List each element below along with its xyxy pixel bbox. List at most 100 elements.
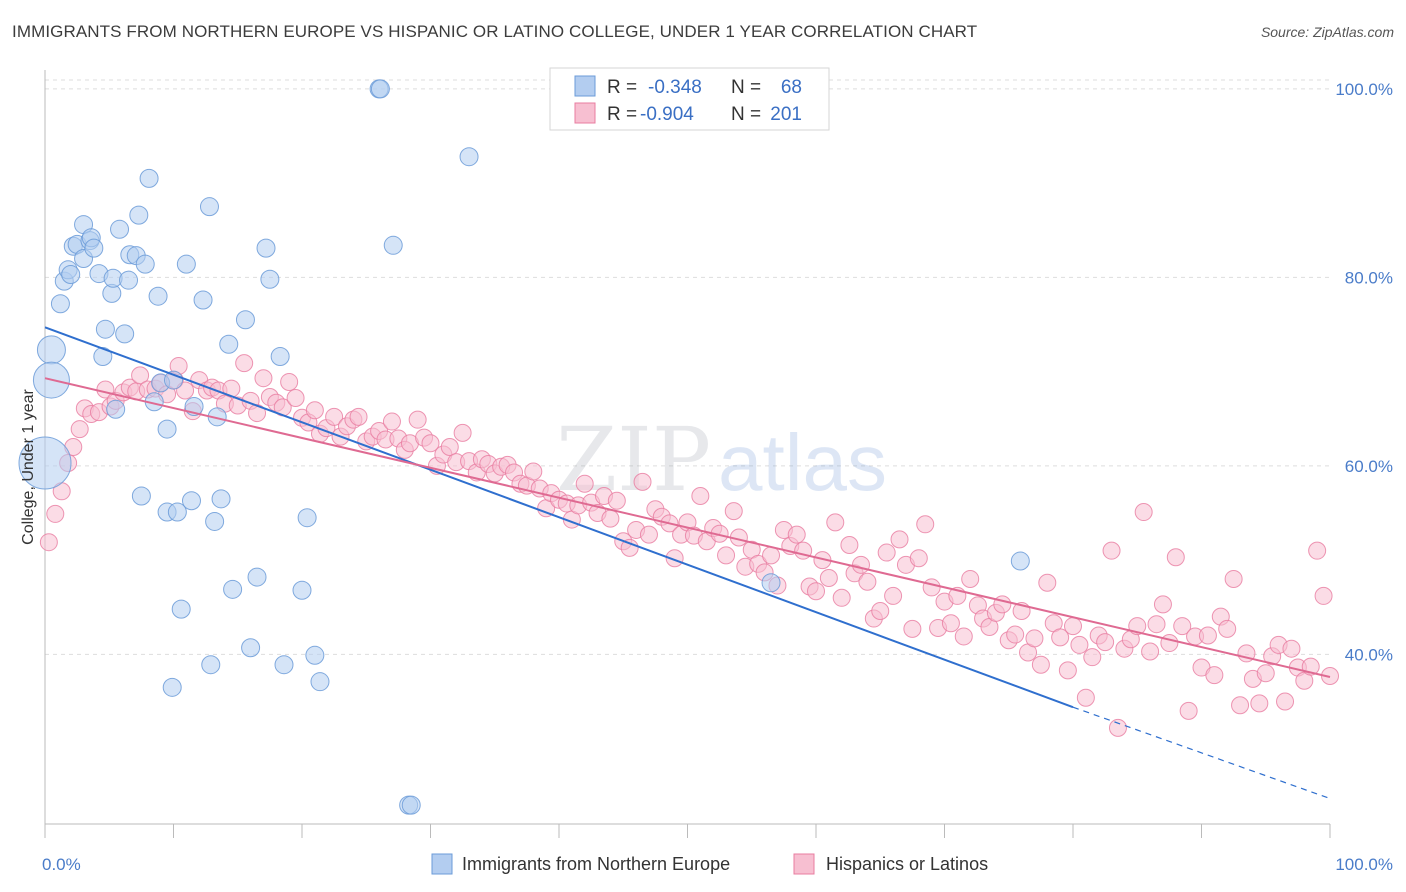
northern-europe-point: [260, 269, 280, 289]
hispanic-point: [1083, 648, 1102, 667]
watermark-atlas: atlas: [718, 418, 887, 507]
northern-europe-point: [219, 334, 239, 354]
northern-europe-point: [95, 319, 115, 339]
y-tick-label: 40.0%: [1345, 645, 1393, 664]
hispanic-point: [176, 381, 195, 400]
northern-europe-point: [119, 270, 139, 290]
northern-europe-point: [235, 310, 255, 330]
bottom-legend-label-2: Hispanics or Latinos: [826, 854, 988, 874]
northern-europe-point: [162, 677, 182, 697]
northern-europe-point: [176, 254, 196, 274]
hispanic-point: [620, 538, 639, 557]
hispanic-point: [691, 487, 710, 506]
northern-europe-point: [223, 579, 243, 599]
legend-box: [549, 67, 830, 131]
hispanic-point: [524, 462, 543, 481]
hispanic-point: [131, 366, 150, 385]
hispanic-point: [961, 569, 980, 588]
hispanic-point: [954, 627, 973, 646]
northern-europe-point: [199, 197, 219, 217]
y-axis-title: College, Under 1 year: [20, 389, 37, 545]
hispanic-point: [922, 578, 941, 597]
northern-europe-point: [50, 294, 70, 314]
hispanic-point: [235, 354, 254, 373]
hispanic-point: [382, 412, 401, 431]
hispanic-point: [421, 434, 440, 453]
hispanic-point: [1160, 634, 1179, 653]
hispanic-point: [349, 407, 368, 426]
correlation-legend: R = -0.348 N = 68 R = -0.904 N = 201: [549, 67, 830, 131]
hispanic-point: [286, 388, 305, 407]
hispanic-point: [1006, 625, 1025, 644]
hispanic-point: [1179, 701, 1198, 720]
hispanic-point: [639, 525, 658, 544]
northern-europe-point: [205, 511, 225, 531]
legend-pink-swatch: [574, 102, 596, 124]
hispanic-point: [858, 572, 877, 591]
northern-europe-point: [135, 254, 155, 274]
northern-europe-point: [256, 238, 276, 258]
legend-n-value-2: 201: [770, 104, 802, 125]
legend-r-label-2: R =: [607, 104, 637, 125]
northern-europe-point: [270, 347, 290, 367]
hispanic-point: [1314, 586, 1333, 605]
y-tick-labels: 40.0% 60.0% 80.0% 100.0%: [1335, 80, 1393, 664]
hispanic-point: [46, 504, 65, 523]
hispanic-point: [1205, 666, 1224, 685]
northern-europe-point: [157, 419, 177, 439]
bottom-legend-pink-swatch: [793, 853, 815, 875]
hispanic-point: [1153, 595, 1172, 614]
trend-lines: [44, 326, 1331, 800]
northern-europe-point: [139, 168, 159, 188]
hispanic-point: [1218, 619, 1237, 638]
y-tick-label: 60.0%: [1345, 457, 1393, 476]
hispanic-point: [1166, 548, 1185, 567]
legend-n-label-1: N =: [731, 77, 761, 98]
hispanic-point: [1064, 617, 1082, 636]
hispanic-point: [762, 546, 781, 565]
northern-europe-point: [247, 567, 267, 587]
northern-europe-point: [292, 580, 312, 600]
hispanic-point: [1051, 628, 1070, 647]
northern-europe-point: [93, 347, 113, 367]
northern-europe-point: [310, 672, 330, 692]
hispanic-point: [408, 410, 427, 429]
hispanic-point: [903, 619, 922, 638]
hispanic-trend-line: [44, 377, 1331, 678]
hispanic-point: [819, 569, 838, 588]
hispanic-point: [1224, 569, 1243, 588]
watermark: ZIP atlas: [556, 408, 887, 511]
northern-europe-point: [148, 286, 168, 306]
northern-europe-point: [211, 489, 231, 509]
northern-europe-point: [201, 655, 221, 675]
hispanic-point: [305, 401, 324, 420]
northern-europe-point: [171, 599, 191, 619]
legend-r-value-1: -0.348: [648, 77, 702, 98]
hispanic-point: [575, 474, 594, 493]
hispanic-point: [826, 513, 845, 532]
hispanic-point: [325, 407, 344, 426]
northern-europe-point: [181, 491, 201, 511]
legend-r-value-2: -0.904: [640, 104, 694, 125]
hispanic-point: [851, 555, 870, 574]
northern-europe-point: [115, 324, 135, 344]
legend-r-label-1: R =: [607, 77, 637, 98]
y-tick-label: 100.0%: [1335, 80, 1393, 99]
northern-europe-point: [241, 638, 261, 658]
northern-europe-point: [193, 290, 213, 310]
hispanic-point: [1256, 664, 1275, 683]
northern-europe-point: [1010, 551, 1030, 571]
hispanic-point: [254, 369, 273, 388]
hispanic-point: [1031, 655, 1050, 674]
hispanic-point: [1250, 694, 1269, 713]
northern-europe-point: [370, 79, 390, 99]
hispanic-point: [1076, 688, 1095, 707]
hispanic-point: [884, 586, 903, 605]
hispanic-point: [453, 423, 472, 442]
chart-title: IMMIGRANTS FROM NORTHERN EUROPE VS HISPA…: [12, 22, 978, 41]
hispanic-point: [1231, 696, 1250, 715]
legend-n-label-2: N =: [731, 104, 761, 125]
hispanic-point: [1070, 635, 1089, 654]
hispanic-point: [440, 438, 459, 456]
hispanic-point: [1108, 718, 1127, 737]
